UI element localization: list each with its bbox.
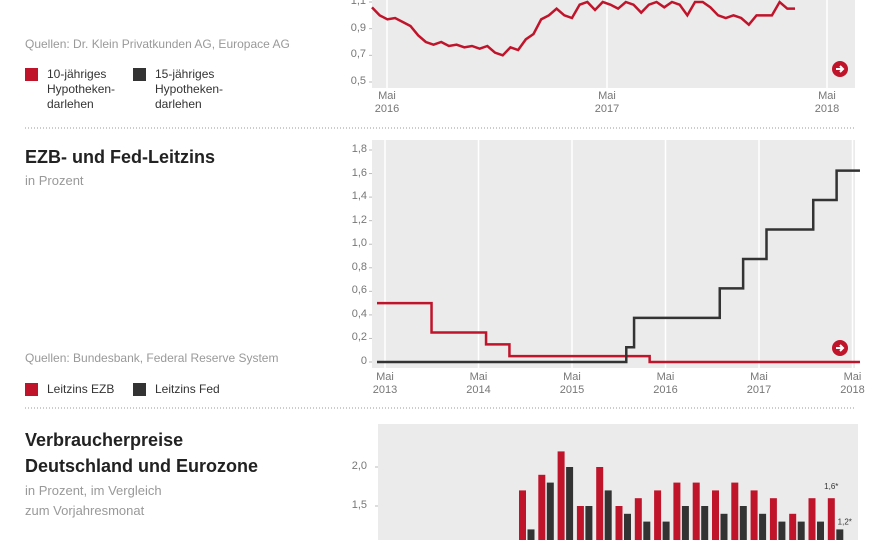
y-tick-label: 1,1 [350, 0, 366, 7]
bar [778, 521, 786, 540]
x-tick-label: Mai 2017 [746, 371, 772, 396]
bar [624, 513, 631, 540]
x-tick-label: Mai 2013 [372, 371, 398, 396]
chart-subtitle: in Prozent [25, 173, 84, 188]
y-tick-label: 1,2 [351, 213, 367, 226]
y-tick-label: 0,9 [350, 21, 366, 34]
y-tick-label: 2,0 [351, 460, 367, 472]
series-line [377, 301, 860, 364]
y-tick-label: 1,0 [351, 237, 367, 250]
legend-swatch [133, 383, 146, 396]
bar [797, 521, 805, 540]
bar [789, 513, 797, 540]
legend-swatch [25, 68, 38, 81]
value-label: 1,6* [824, 482, 838, 491]
bar [538, 474, 546, 540]
y-tick-label: 0 [360, 355, 367, 367]
bar [557, 451, 565, 540]
bar [604, 490, 612, 540]
bar [712, 490, 719, 540]
x-tick-label: Mai 2016 [374, 90, 400, 115]
legend-label: 15-jähriges Hypotheken- darlehen [155, 67, 224, 111]
y-tick-label: 0,6 [351, 284, 367, 297]
series-line [371, 0, 795, 57]
bar [750, 490, 758, 540]
x-tick-label: Mai 2018 [814, 90, 840, 115]
y-tick-label: 0,4 [351, 307, 367, 320]
bar [817, 521, 824, 540]
bar [692, 482, 700, 540]
bar [673, 482, 681, 540]
x-tick-label: Mai 2018 [840, 371, 865, 396]
bar [720, 513, 728, 540]
arrow-icon [836, 344, 845, 352]
bar [662, 521, 670, 540]
bar [596, 467, 604, 540]
y-tick-label: 1,4 [351, 190, 367, 203]
legend-label: Leitzins Fed [155, 382, 220, 396]
y-tick-label: 0,7 [350, 48, 366, 61]
legend-swatch [25, 383, 38, 396]
bar [836, 529, 844, 540]
bar [681, 506, 689, 540]
bar [576, 506, 584, 540]
bar [585, 506, 593, 540]
bar [546, 482, 554, 540]
source: Quellen: Bundesbank, Federal Reserve Sys… [25, 351, 279, 365]
value-label: 1,2* [838, 517, 852, 526]
chart-title: Verbraucherpreise Deutschland und Eurozo… [25, 430, 259, 476]
bar [827, 498, 835, 540]
bar [739, 506, 747, 540]
x-tick-label: Mai 2017 [594, 90, 620, 115]
plot-background [372, 140, 855, 368]
y-tick-label: 1,6 [351, 166, 367, 179]
bar [519, 490, 526, 540]
legend-label: 10-jähriges Hypotheken- darlehen [47, 67, 116, 111]
legend-label: Leitzins EZB [47, 382, 115, 396]
bar [808, 498, 816, 540]
chart-subtitle: in Prozent, im Vergleich zum Vorjahresmo… [25, 483, 162, 518]
source: Quellen: Dr. Klein Privatkunden AG, Euro… [25, 37, 290, 51]
bar [701, 506, 709, 540]
x-tick-label: Mai 2015 [559, 371, 585, 396]
legend-swatch [133, 68, 146, 81]
series-line [377, 169, 860, 364]
x-tick-label: Mai 2016 [653, 371, 678, 396]
bar [634, 498, 642, 540]
bar [731, 482, 739, 540]
y-tick-label: 1,5 [351, 499, 367, 511]
bar [527, 529, 535, 540]
y-tick-label: 0,5 [350, 75, 366, 87]
bar [769, 498, 777, 540]
plot-background [372, 0, 855, 88]
bar [643, 521, 651, 540]
bar [759, 513, 767, 540]
bar [566, 467, 574, 540]
y-tick-label: 0,2 [351, 331, 367, 344]
x-tick-label: Mai 2014 [466, 371, 491, 396]
chart-title: EZB- und Fed-Leitzins [25, 147, 215, 167]
bar [654, 490, 662, 540]
y-tick-label: 0,8 [351, 260, 367, 273]
y-tick-label: 1,8 [351, 143, 367, 155]
bar [615, 506, 623, 540]
arrow-icon [836, 65, 845, 73]
